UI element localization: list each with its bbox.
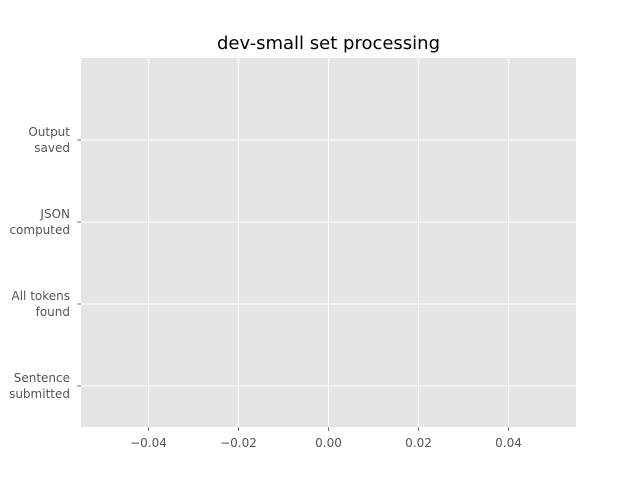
y-tick-label-line: found [36, 305, 70, 319]
y-tick-label-line: submitted [9, 387, 70, 401]
y-axis-ticks: Sentence submitted All tokens found JSON comp… [9, 125, 81, 401]
y-tick-label-line: computed [9, 223, 70, 237]
y-tick-label: Sentence submitted [9, 371, 70, 401]
y-tick-label: Output saved [28, 125, 70, 155]
chart-title: dev-small set processing [217, 33, 440, 54]
y-tick-label-line: Sentence [14, 371, 70, 385]
grid-vertical-lines [148, 58, 509, 427]
y-tick-label: All tokens found [12, 289, 71, 319]
x-tick-label: 0.04 [495, 436, 522, 450]
x-axis-ticks: −0.04 −0.02 0.00 0.02 0.04 [130, 427, 522, 450]
x-tick-label: 0.02 [405, 436, 432, 450]
x-tick-label: −0.02 [220, 436, 257, 450]
y-tick-label-line: saved [34, 141, 70, 155]
x-tick-label: −0.04 [130, 436, 167, 450]
y-tick-label-line: JSON [39, 207, 70, 221]
x-tick-label: 0.00 [315, 436, 342, 450]
y-tick-label-line: All tokens [12, 289, 71, 303]
y-tick-label: JSON computed [9, 207, 70, 237]
grid-horizontal-lines [81, 139, 576, 387]
y-tick-label-line: Output [28, 125, 70, 139]
